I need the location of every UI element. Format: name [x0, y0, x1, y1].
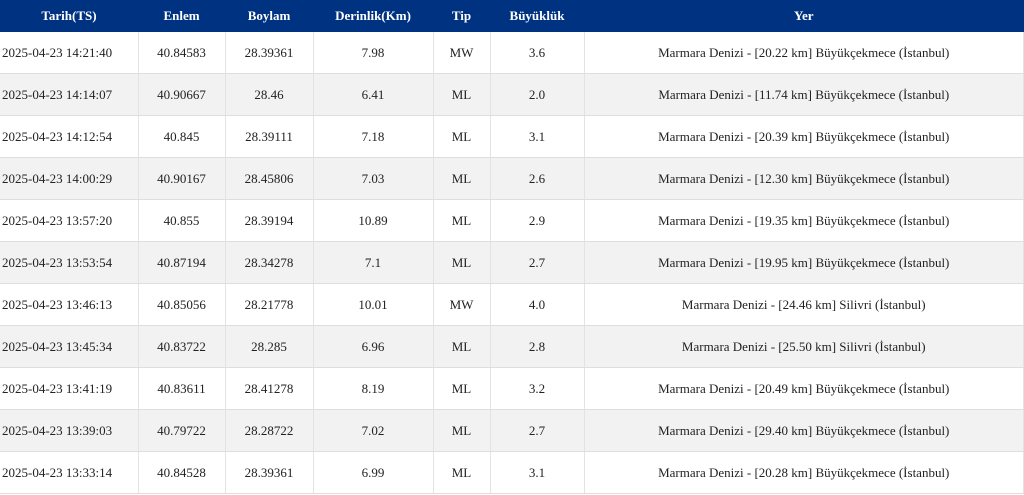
cell-magnitude: 2.7 — [490, 241, 585, 284]
cell-type: ML — [433, 115, 491, 158]
cell-longitude: 28.41278 — [225, 367, 314, 410]
cell-type: MW — [433, 32, 491, 74]
cell-date: 2025-04-23 14:00:29 — [0, 157, 139, 200]
cell-depth: 10.89 — [313, 199, 434, 242]
cell-type: ML — [433, 451, 491, 494]
cell-location: Marmara Denizi - [29.40 km] Büyükçekmece… — [584, 409, 1024, 452]
cell-type: ML — [433, 157, 491, 200]
cell-date: 2025-04-23 14:21:40 — [0, 32, 139, 74]
cell-latitude: 40.79722 — [138, 409, 226, 452]
cell-latitude: 40.84528 — [138, 451, 226, 494]
cell-location: Marmara Denizi - [20.22 km] Büyükçekmece… — [584, 32, 1024, 74]
cell-date: 2025-04-23 13:41:19 — [0, 367, 139, 410]
cell-type: ML — [433, 409, 491, 452]
cell-location: Marmara Denizi - [19.35 km] Büyükçekmece… — [584, 199, 1024, 242]
cell-latitude: 40.845 — [138, 115, 226, 158]
cell-depth: 7.1 — [313, 241, 434, 284]
cell-latitude: 40.83722 — [138, 325, 226, 368]
column-header-date[interactable]: Tarih(TS) — [0, 0, 138, 32]
cell-longitude: 28.46 — [225, 73, 314, 116]
cell-latitude: 40.90667 — [138, 73, 226, 116]
cell-location: Marmara Denizi - [25.50 km] Silivri (İst… — [584, 325, 1024, 368]
column-header-depth[interactable]: Derinlik(Km) — [313, 0, 433, 32]
table-row[interactable]: 2025-04-23 14:00:29 40.90167 28.45806 7.03 M… — [0, 157, 1024, 200]
cell-longitude: 28.39361 — [225, 32, 314, 74]
cell-longitude: 28.21778 — [225, 283, 314, 326]
cell-latitude: 40.85056 — [138, 283, 226, 326]
cell-magnitude: 3.1 — [490, 451, 585, 494]
cell-date: 2025-04-23 13:45:34 — [0, 325, 139, 368]
cell-location: Marmara Denizi - [11.74 km] Büyükçekmece… — [584, 73, 1024, 116]
column-header-type[interactable]: Tip — [433, 0, 490, 32]
cell-type: ML — [433, 73, 491, 116]
cell-location: Marmara Denizi - [20.28 km] Büyükçekmece… — [584, 451, 1024, 494]
cell-type: ML — [433, 241, 491, 284]
cell-depth: 6.41 — [313, 73, 434, 116]
table-row[interactable]: 2025-04-23 13:45:34 40.83722 28.285 6.96 ML 2… — [0, 325, 1024, 368]
cell-longitude: 28.34278 — [225, 241, 314, 284]
cell-magnitude: 2.0 — [490, 73, 585, 116]
table-row[interactable]: 2025-04-23 13:41:19 40.83611 28.41278 8.19 M… — [0, 367, 1024, 410]
table-row[interactable]: 2025-04-23 13:46:13 40.85056 28.21778 10.01… — [0, 283, 1024, 326]
cell-magnitude: 2.7 — [490, 409, 585, 452]
table-row[interactable]: 2025-04-23 13:33:14 40.84528 28.39361 6.99 M… — [0, 451, 1024, 494]
cell-location: Marmara Denizi - [24.46 km] Silivri (İst… — [584, 283, 1024, 326]
cell-longitude: 28.45806 — [225, 157, 314, 200]
table-row[interactable]: 2025-04-23 13:53:54 40.87194 28.34278 7.1 ML… — [0, 241, 1024, 284]
cell-magnitude: 2.6 — [490, 157, 585, 200]
cell-date: 2025-04-23 14:14:07 — [0, 73, 139, 116]
cell-longitude: 28.285 — [225, 325, 314, 368]
cell-latitude: 40.90167 — [138, 157, 226, 200]
cell-depth: 7.98 — [313, 32, 434, 74]
cell-longitude: 28.28722 — [225, 409, 314, 452]
cell-depth: 6.96 — [313, 325, 434, 368]
cell-magnitude: 4.0 — [490, 283, 585, 326]
column-header-latitude[interactable]: Enlem — [138, 0, 225, 32]
cell-magnitude: 3.1 — [490, 115, 585, 158]
cell-depth: 7.03 — [313, 157, 434, 200]
table-row[interactable]: 2025-04-23 14:14:07 40.90667 28.46 6.41 ML 2.… — [0, 73, 1024, 116]
table-header: Tarih(TS) Enlem Boylam Derinlik(Km) Tip Büyük… — [0, 0, 1024, 32]
cell-location: Marmara Denizi - [20.49 km] Büyükçekmece… — [584, 367, 1024, 410]
cell-latitude: 40.83611 — [138, 367, 226, 410]
cell-magnitude: 2.8 — [490, 325, 585, 368]
column-header-longitude[interactable]: Boylam — [225, 0, 313, 32]
table-row[interactable]: 2025-04-23 13:39:03 40.79722 28.28722 7.02 M… — [0, 409, 1024, 452]
cell-location: Marmara Denizi - [19.95 km] Büyükçekmece… — [584, 241, 1024, 284]
cell-depth: 6.99 — [313, 451, 434, 494]
cell-depth: 8.19 — [313, 367, 434, 410]
cell-depth: 7.02 — [313, 409, 434, 452]
cell-date: 2025-04-23 13:57:20 — [0, 199, 139, 242]
cell-date: 2025-04-23 13:53:54 — [0, 241, 139, 284]
table-row[interactable]: 2025-04-23 14:12:54 40.845 28.39111 7.18 ML 3… — [0, 115, 1024, 158]
cell-magnitude: 3.2 — [490, 367, 585, 410]
cell-latitude: 40.87194 — [138, 241, 226, 284]
cell-location: Marmara Denizi - [20.39 km] Büyükçekmece… — [584, 115, 1024, 158]
cell-type: MW — [433, 283, 491, 326]
cell-longitude: 28.39194 — [225, 199, 314, 242]
cell-date: 2025-04-23 14:12:54 — [0, 115, 139, 158]
column-header-location[interactable]: Yer — [584, 0, 1024, 32]
cell-date: 2025-04-23 13:39:03 — [0, 409, 139, 452]
cell-type: ML — [433, 199, 491, 242]
cell-date: 2025-04-23 13:46:13 — [0, 283, 139, 326]
column-header-magnitude[interactable]: Büyüklük — [490, 0, 584, 32]
cell-magnitude: 3.6 — [490, 32, 585, 74]
cell-depth: 7.18 — [313, 115, 434, 158]
cell-longitude: 28.39111 — [225, 115, 314, 158]
cell-date: 2025-04-23 13:33:14 — [0, 451, 139, 494]
cell-latitude: 40.84583 — [138, 32, 226, 74]
table-row[interactable]: 2025-04-23 14:21:40 40.84583 28.39361 7.98 M… — [0, 32, 1024, 74]
cell-depth: 10.01 — [313, 283, 434, 326]
cell-longitude: 28.39361 — [225, 451, 314, 494]
cell-magnitude: 2.9 — [490, 199, 585, 242]
table-row[interactable]: 2025-04-23 13:57:20 40.855 28.39194 10.89 ML… — [0, 199, 1024, 242]
cell-type: ML — [433, 367, 491, 410]
cell-location: Marmara Denizi - [12.30 km] Büyükçekmece… — [584, 157, 1024, 200]
table-body: 2025-04-23 14:21:40 40.84583 28.39361 7.98 M… — [0, 32, 1024, 494]
cell-latitude: 40.855 — [138, 199, 226, 242]
cell-type: ML — [433, 325, 491, 368]
